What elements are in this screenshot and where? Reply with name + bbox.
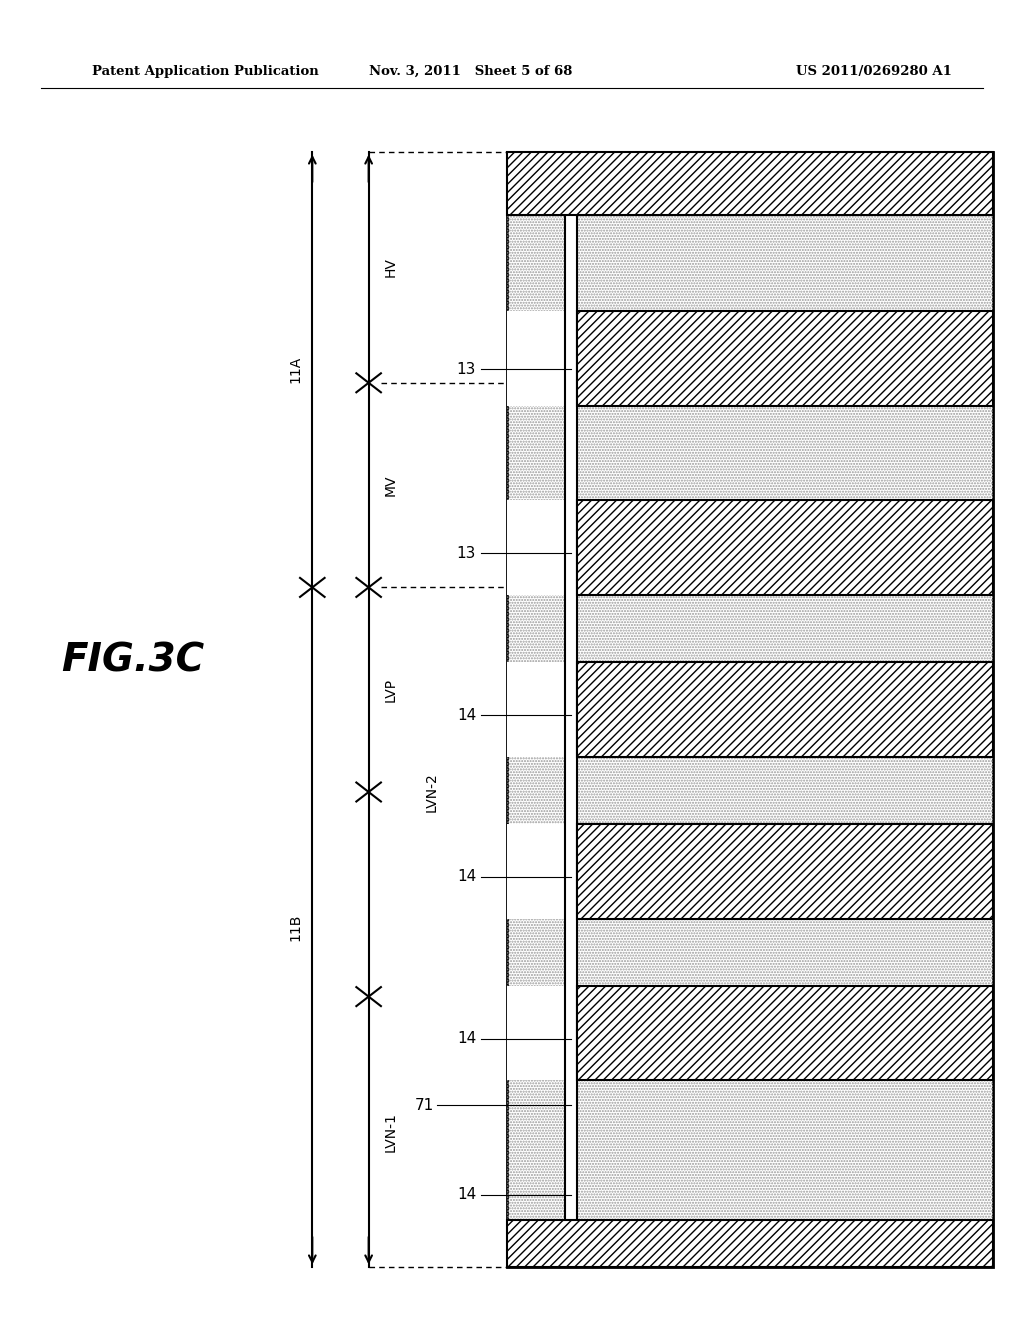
Bar: [507, 1221, 993, 1267]
Text: FIG.3C: FIG.3C: [61, 642, 205, 678]
Text: Patent Application Publication: Patent Application Publication: [92, 65, 318, 78]
Text: 13: 13: [457, 546, 476, 561]
Bar: [578, 663, 993, 756]
Bar: [507, 500, 565, 595]
Text: 13: 13: [457, 362, 476, 376]
Text: 11A: 11A: [288, 356, 302, 383]
Bar: [507, 152, 993, 1267]
Bar: [507, 824, 565, 919]
Text: Nov. 3, 2011   Sheet 5 of 68: Nov. 3, 2011 Sheet 5 of 68: [370, 65, 572, 78]
Text: 14: 14: [457, 870, 476, 884]
Bar: [507, 663, 565, 756]
Text: 71: 71: [415, 1098, 434, 1113]
Bar: [578, 500, 993, 595]
Bar: [507, 310, 565, 405]
Text: 14: 14: [457, 1187, 476, 1203]
Text: HV: HV: [384, 257, 398, 277]
Bar: [507, 986, 565, 1080]
Text: LVN-2: LVN-2: [425, 772, 439, 812]
Bar: [578, 310, 993, 405]
Text: 14: 14: [457, 708, 476, 722]
Bar: [507, 152, 993, 215]
Text: LVN-1: LVN-1: [384, 1111, 398, 1152]
Text: 11B: 11B: [288, 913, 302, 941]
Text: 14: 14: [457, 1031, 476, 1045]
Text: LVP: LVP: [384, 677, 398, 702]
Bar: [578, 824, 993, 919]
Text: MV: MV: [384, 474, 398, 496]
Bar: [578, 986, 993, 1080]
Text: US 2011/0269280 A1: US 2011/0269280 A1: [797, 65, 952, 78]
Bar: [507, 152, 993, 1267]
Bar: [565, 152, 578, 1267]
